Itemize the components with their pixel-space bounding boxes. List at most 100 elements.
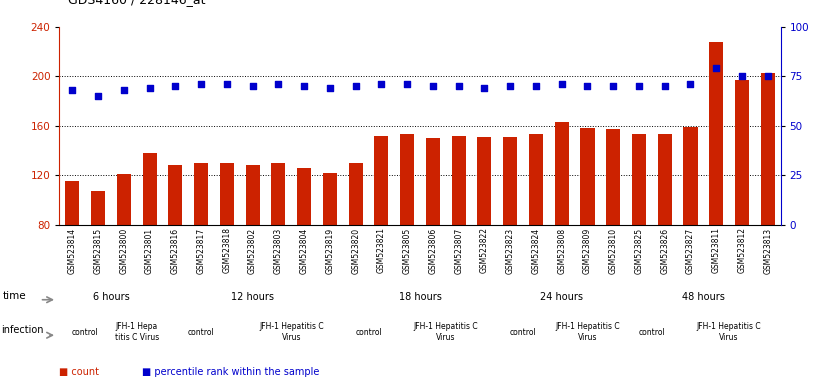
Point	[272, 81, 285, 87]
Text: GSM523820: GSM523820	[351, 227, 360, 273]
Point	[323, 85, 336, 91]
Text: GSM523808: GSM523808	[558, 227, 566, 273]
Bar	[220, 163, 234, 225]
Bar	[116, 174, 131, 225]
Text: GSM523805: GSM523805	[402, 227, 411, 274]
Text: GSM523825: GSM523825	[634, 227, 643, 273]
Text: 24 hours: 24 hours	[540, 292, 583, 302]
Text: GSM523826: GSM523826	[660, 227, 669, 273]
Bar	[426, 138, 440, 225]
Bar	[297, 168, 311, 225]
Text: ■ percentile rank within the sample: ■ percentile rank within the sample	[142, 367, 320, 377]
Text: GSM523827: GSM523827	[686, 227, 695, 273]
Point	[349, 83, 363, 89]
Text: GSM523809: GSM523809	[583, 227, 592, 274]
Point	[633, 83, 646, 89]
Point	[555, 81, 568, 87]
Text: JFH-1 Hepatitis C
Virus: JFH-1 Hepatitis C Virus	[697, 323, 762, 342]
Point	[504, 83, 517, 89]
Point	[221, 81, 234, 87]
Point	[66, 87, 79, 93]
Text: GSM523822: GSM523822	[480, 227, 489, 273]
Text: GDS4160 / 228146_at: GDS4160 / 228146_at	[68, 0, 205, 6]
Text: control: control	[72, 328, 98, 337]
Point	[169, 83, 182, 89]
Text: control: control	[638, 328, 665, 337]
Bar	[271, 163, 286, 225]
Point	[117, 87, 131, 93]
Text: GSM523817: GSM523817	[197, 227, 206, 273]
Text: GSM523815: GSM523815	[93, 227, 102, 273]
Text: GSM523824: GSM523824	[531, 227, 540, 273]
Text: GSM523818: GSM523818	[222, 227, 231, 273]
Text: JFH-1 Hepatitis C
Virus: JFH-1 Hepatitis C Virus	[259, 323, 324, 342]
Bar	[581, 128, 595, 225]
Point	[297, 83, 311, 89]
Point	[477, 85, 491, 91]
Text: time: time	[2, 291, 26, 301]
Bar	[632, 134, 646, 225]
Bar	[245, 166, 259, 225]
Bar	[683, 127, 697, 225]
Bar	[169, 166, 183, 225]
Bar	[529, 134, 543, 225]
Text: GSM523814: GSM523814	[68, 227, 77, 273]
Bar	[143, 153, 157, 225]
Text: control: control	[510, 328, 536, 337]
Text: GSM523823: GSM523823	[506, 227, 515, 273]
Text: JFH-1 Hepatitis C
Virus: JFH-1 Hepatitis C Virus	[414, 323, 478, 342]
Point	[761, 73, 774, 79]
Text: GSM523819: GSM523819	[325, 227, 335, 273]
Text: control: control	[355, 328, 382, 337]
Bar	[709, 42, 724, 225]
Point	[684, 81, 697, 87]
Bar	[761, 73, 775, 225]
Text: GSM523807: GSM523807	[454, 227, 463, 274]
Point	[246, 83, 259, 89]
Text: GSM523812: GSM523812	[738, 227, 747, 273]
Bar	[374, 136, 388, 225]
Point	[606, 83, 620, 89]
Bar	[735, 80, 749, 225]
Text: GSM523800: GSM523800	[119, 227, 128, 274]
Point	[401, 81, 414, 87]
Text: control: control	[188, 328, 215, 337]
Text: GSM523811: GSM523811	[712, 227, 721, 273]
Text: GSM523810: GSM523810	[609, 227, 618, 273]
Text: JFH-1 Hepatitis C
Virus: JFH-1 Hepatitis C Virus	[555, 323, 620, 342]
Text: GSM523816: GSM523816	[171, 227, 180, 273]
Point	[375, 81, 388, 87]
Text: infection: infection	[1, 325, 43, 335]
Bar	[194, 163, 208, 225]
Point	[658, 83, 672, 89]
Text: 18 hours: 18 hours	[399, 292, 441, 302]
Point	[92, 93, 105, 99]
Text: GSM523804: GSM523804	[300, 227, 309, 274]
Text: GSM523803: GSM523803	[274, 227, 282, 274]
Text: GSM523802: GSM523802	[248, 227, 257, 273]
Point	[529, 83, 543, 89]
Point	[710, 65, 723, 71]
Text: 12 hours: 12 hours	[231, 292, 274, 302]
Bar	[606, 129, 620, 225]
Text: 48 hours: 48 hours	[682, 292, 724, 302]
Bar	[400, 134, 414, 225]
Bar	[323, 173, 337, 225]
Text: JFH-1 Hepa
titis C Virus: JFH-1 Hepa titis C Virus	[115, 323, 159, 342]
Text: GSM523801: GSM523801	[145, 227, 154, 273]
Text: ■ count: ■ count	[59, 367, 99, 377]
Bar	[657, 134, 672, 225]
Bar	[477, 137, 491, 225]
Text: 6 hours: 6 hours	[93, 292, 130, 302]
Point	[735, 73, 748, 79]
Point	[426, 83, 439, 89]
Point	[143, 85, 156, 91]
Text: GSM523821: GSM523821	[377, 227, 386, 273]
Bar	[349, 163, 363, 225]
Point	[581, 83, 594, 89]
Bar	[91, 191, 105, 225]
Text: GSM523813: GSM523813	[763, 227, 772, 273]
Point	[452, 83, 465, 89]
Bar	[503, 137, 517, 225]
Text: GSM523806: GSM523806	[429, 227, 438, 274]
